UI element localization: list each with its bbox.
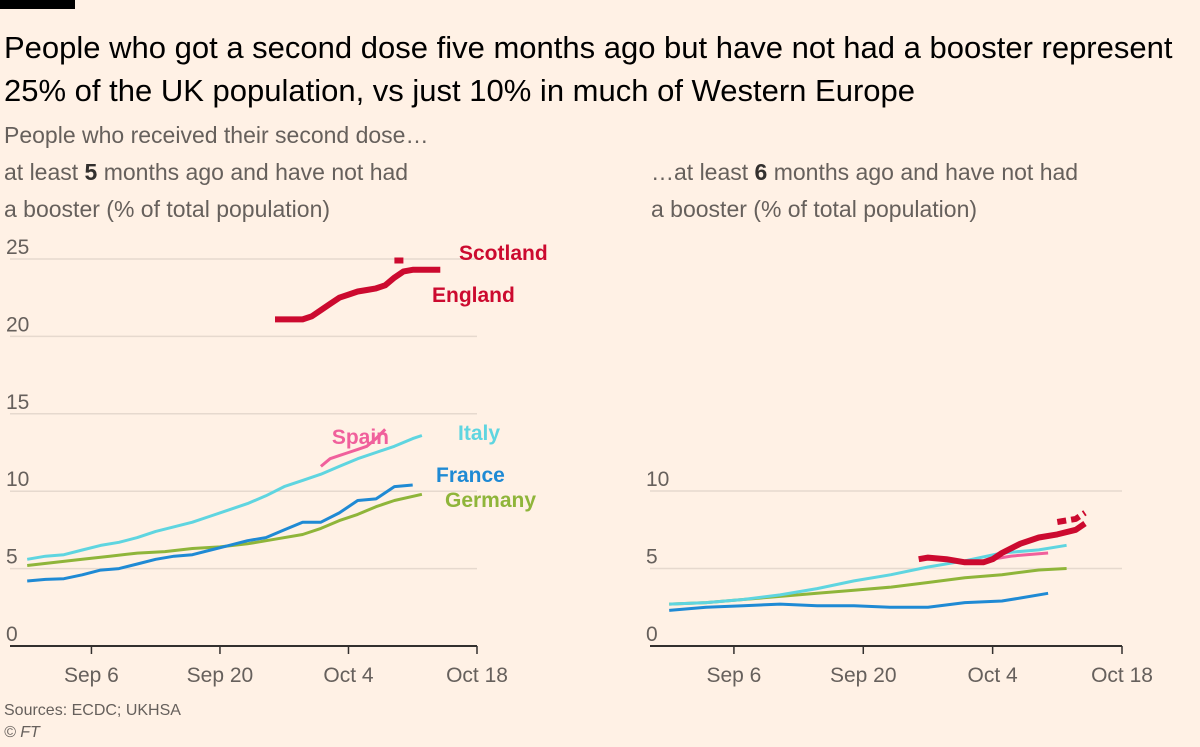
left-x-tick-label-sep-6: Sep 6 xyxy=(64,664,119,687)
left-series-italy xyxy=(26,434,423,561)
right-series-scotland xyxy=(1056,510,1087,525)
left-label-spain: Spain xyxy=(332,426,389,449)
left-label-italy: Italy xyxy=(458,422,500,445)
left-label-germany: Germany xyxy=(445,489,536,512)
left-subtitle: People who received their second dose… a… xyxy=(4,117,494,228)
chart-title: People who got a second dose five months… xyxy=(4,30,1173,108)
left-series-england xyxy=(275,266,441,323)
left-y-tick-label-0: 0 xyxy=(6,623,18,646)
left-series-spain xyxy=(319,428,387,468)
left-label-england: England xyxy=(432,284,515,307)
left-y-tick-label-25: 25 xyxy=(6,236,29,259)
left-label-france: France xyxy=(436,464,505,487)
left-y-tick-label-15: 15 xyxy=(6,391,29,414)
right-y-tick-label-0: 0 xyxy=(646,623,658,646)
right-series-spain xyxy=(992,551,1049,561)
brand-bar xyxy=(0,0,75,9)
left-subtitle-line1: People who received their second dose… xyxy=(4,122,429,148)
right-x-tick-label-sep-6: Sep 6 xyxy=(706,664,761,687)
right-x-tick-label-oct-4: Oct 4 xyxy=(968,664,1019,687)
left-x-tick-label-oct-18: Oct 18 xyxy=(446,664,508,687)
left-label-scotland: Scotland xyxy=(459,242,548,265)
right-subtitle-line1: …at least 6 months ago and have not had xyxy=(651,159,1079,185)
left-series-france xyxy=(27,483,413,583)
right-y-tick-label-5: 5 xyxy=(646,546,658,569)
left-y-tick-label-10: 10 xyxy=(6,468,29,491)
copyright-note: © FT xyxy=(4,724,40,741)
left-x-tick-label-sep-20: Sep 20 xyxy=(187,664,254,687)
right-y-tick-label-10: 10 xyxy=(646,468,669,491)
left-y-tick-label-20: 20 xyxy=(6,313,29,336)
left-y-tick-label-5: 5 xyxy=(6,546,18,569)
right-series-england xyxy=(918,521,1087,566)
right-subtitle-line2: a booster (% of total population) xyxy=(651,196,978,222)
right-subtitle: …at least 6 months ago and have not had … xyxy=(651,154,1171,228)
left-x-tick-label-oct-4: Oct 4 xyxy=(323,664,374,687)
right-x-tick-label-oct-18: Oct 18 xyxy=(1091,664,1153,687)
right-x-tick-label-sep-20: Sep 20 xyxy=(830,664,897,687)
right-series-france xyxy=(669,591,1049,612)
source-note: Sources: ECDC; UKHSA xyxy=(4,702,181,719)
left-series-germany xyxy=(27,492,423,567)
left-subtitle-line2: at least 5 months ago and have not had xyxy=(4,159,409,185)
left-subtitle-line3: a booster (% of total population) xyxy=(4,196,331,222)
